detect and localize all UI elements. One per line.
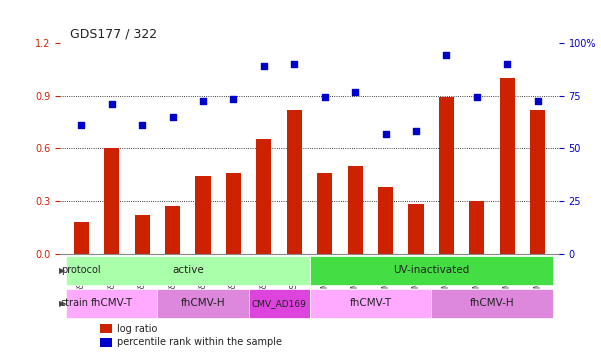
Text: strain: strain [61,298,89,308]
Point [198,98,208,104]
Bar [530,110,545,253]
Bar [165,206,180,253]
Text: GDS177 / 322: GDS177 / 322 [70,27,157,40]
Point [381,131,391,137]
Point [290,61,299,67]
Text: percentile rank within the sample: percentile rank within the sample [117,337,282,347]
Bar [74,222,89,253]
Point [350,89,360,95]
Point [472,94,481,100]
Text: CMV_AD169: CMV_AD169 [252,299,307,308]
Text: fhCMV-H: fhCMV-H [470,298,514,308]
Point [442,52,451,58]
Bar [195,176,211,253]
Bar [100,338,112,347]
FancyBboxPatch shape [249,289,310,318]
Text: fhCMV-T: fhCMV-T [349,298,391,308]
Bar [408,204,424,253]
FancyBboxPatch shape [66,256,310,285]
FancyBboxPatch shape [157,289,249,318]
Point [411,128,421,134]
Text: protocol: protocol [61,265,100,275]
Point [138,122,147,128]
Bar [378,187,393,253]
FancyBboxPatch shape [431,289,553,318]
Bar [100,324,112,333]
Text: UV-inactivated: UV-inactivated [393,265,469,275]
Bar [499,78,515,253]
Bar [287,110,302,253]
Text: fhCMV-H: fhCMV-H [181,298,225,308]
Text: ▶: ▶ [59,299,66,308]
FancyBboxPatch shape [66,289,157,318]
Point [320,94,329,100]
Point [259,63,269,69]
Point [168,114,177,120]
FancyBboxPatch shape [310,256,553,285]
Point [533,98,543,104]
Bar [317,173,332,253]
Bar [439,97,454,253]
Point [76,122,86,128]
Point [502,61,512,67]
Bar [256,140,272,253]
Text: fhCMV-T: fhCMV-T [91,298,133,308]
Bar [347,166,363,253]
Text: log ratio: log ratio [117,324,158,334]
Point [228,96,238,102]
Point [107,101,117,107]
Bar [104,148,120,253]
Bar [135,215,150,253]
Text: ▶: ▶ [59,266,66,275]
Text: active: active [172,265,204,275]
Bar [226,173,241,253]
FancyBboxPatch shape [310,289,431,318]
Bar [469,201,484,253]
